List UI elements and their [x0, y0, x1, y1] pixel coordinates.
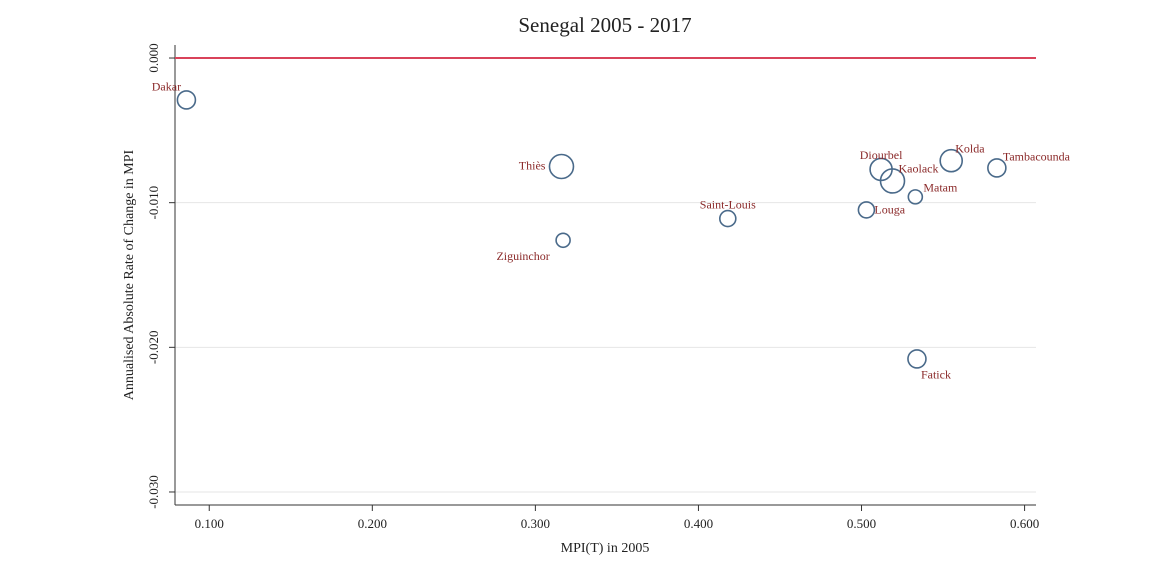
bubble	[555, 232, 571, 249]
bubble	[879, 168, 906, 194]
bubble	[719, 209, 737, 228]
chart-title: Senegal 2005 - 2017	[518, 13, 691, 37]
bubble	[176, 90, 197, 110]
point-label: Ziguinchor	[496, 249, 549, 263]
y-tick-label: -0.010	[146, 186, 161, 220]
point-label: Louga	[874, 203, 905, 217]
bubble	[939, 148, 964, 173]
point-label: Dakar	[152, 80, 181, 94]
x-tick-label: 0.100	[195, 516, 224, 531]
y-axis-label: Annualised Absolute Rate of Change in MP…	[122, 149, 137, 400]
x-axis-label: MPI(T) in 2005	[561, 541, 650, 556]
y-tick-label: -0.030	[146, 475, 161, 509]
bubble	[548, 153, 575, 180]
x-tick-label: 0.600	[1010, 516, 1039, 531]
point-label: Diourbel	[860, 148, 903, 162]
y-tick-label: -0.020	[146, 331, 161, 365]
point-label: Thiès	[519, 158, 546, 172]
point-label: Kolda	[955, 141, 985, 155]
x-tick-label: 0.500	[847, 516, 876, 531]
bubble	[987, 158, 1007, 178]
point-label: Saint-Louis	[700, 197, 756, 211]
y-tick-label: 0.000	[146, 43, 161, 72]
bubble	[907, 349, 927, 369]
bubble	[907, 189, 924, 205]
point-label: Fatick	[921, 368, 951, 382]
point-label: Kaolack	[899, 162, 939, 176]
x-tick-label: 0.200	[358, 516, 387, 531]
point-label: Tambacounda	[1003, 150, 1071, 164]
point-label: Matam	[923, 181, 958, 195]
bubble	[857, 201, 876, 219]
x-tick-label: 0.400	[684, 516, 713, 531]
x-tick-label: 0.300	[521, 516, 550, 531]
